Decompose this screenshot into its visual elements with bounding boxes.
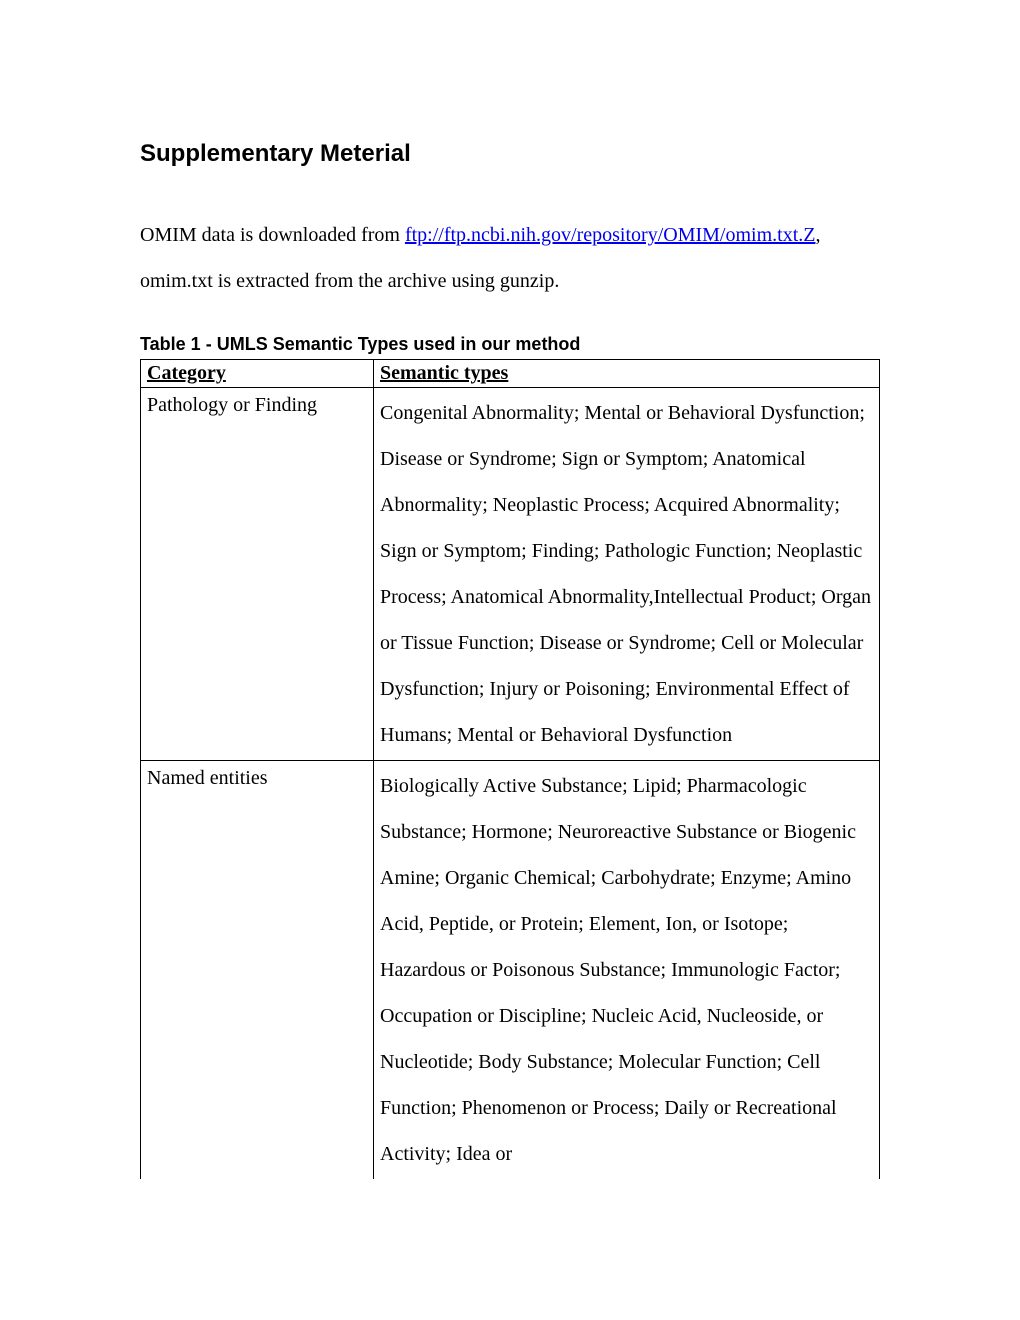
table-caption-label: Table 1 bbox=[140, 334, 201, 354]
intro-prefix: OMIM data is downloaded from bbox=[140, 224, 405, 246]
table-header-row: Category Semantic types bbox=[141, 360, 880, 388]
col-category: Category bbox=[141, 360, 374, 388]
cell-types: Congenital Abnormality; Mental or Behavi… bbox=[374, 388, 880, 761]
omim-link[interactable]: ftp://ftp.ncbi.nih.gov/repository/OMIM/o… bbox=[405, 224, 816, 246]
table-caption: Table 1 - UMLS Semantic Types used in ou… bbox=[140, 334, 880, 355]
table-row: Named entities Biologically Active Subst… bbox=[141, 761, 880, 1180]
cell-category: Named entities bbox=[141, 761, 374, 1180]
table-row: Pathology or Finding Congenital Abnormal… bbox=[141, 388, 880, 761]
intro-paragraph: OMIM data is downloaded from ftp://ftp.n… bbox=[140, 212, 880, 304]
document-page: Supplementary Meterial OMIM data is down… bbox=[0, 0, 1020, 1239]
col-semantic-types: Semantic types bbox=[374, 360, 880, 388]
cell-category: Pathology or Finding bbox=[141, 388, 374, 761]
page-title: Supplementary Meterial bbox=[140, 140, 880, 168]
table-caption-text: UMLS Semantic Types used in our method bbox=[217, 334, 581, 354]
table-caption-sep: - bbox=[201, 334, 217, 354]
semantic-types-table: Category Semantic types Pathology or Fin… bbox=[140, 359, 880, 1179]
cell-types: Biologically Active Substance; Lipid; Ph… bbox=[374, 761, 880, 1180]
